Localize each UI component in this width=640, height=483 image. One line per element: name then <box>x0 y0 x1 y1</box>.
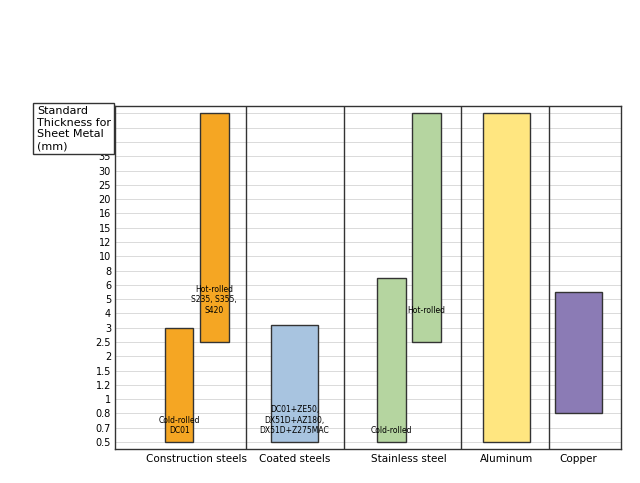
Text: Hot-rolled
S235, S355,
S420: Hot-rolled S235, S355, S420 <box>191 285 237 314</box>
FancyBboxPatch shape <box>164 328 193 442</box>
FancyBboxPatch shape <box>555 292 602 413</box>
Text: DC01+ZE50,
DX51D+AZ180,
DX51D+Z275MAC: DC01+ZE50, DX51D+AZ180, DX51D+Z275MAC <box>260 405 330 435</box>
Text: Cold-rolled: Cold-rolled <box>371 426 412 435</box>
FancyBboxPatch shape <box>271 325 318 442</box>
Text: Hot-rolled: Hot-rolled <box>408 306 445 314</box>
FancyBboxPatch shape <box>200 114 228 342</box>
FancyBboxPatch shape <box>377 278 406 442</box>
FancyBboxPatch shape <box>483 114 530 442</box>
FancyBboxPatch shape <box>412 114 441 342</box>
Text: Standard
Thickness for
Sheet Metal
(mm): Standard Thickness for Sheet Metal (mm) <box>37 106 111 151</box>
Text: Cold-rolled
DC01: Cold-rolled DC01 <box>158 415 200 435</box>
